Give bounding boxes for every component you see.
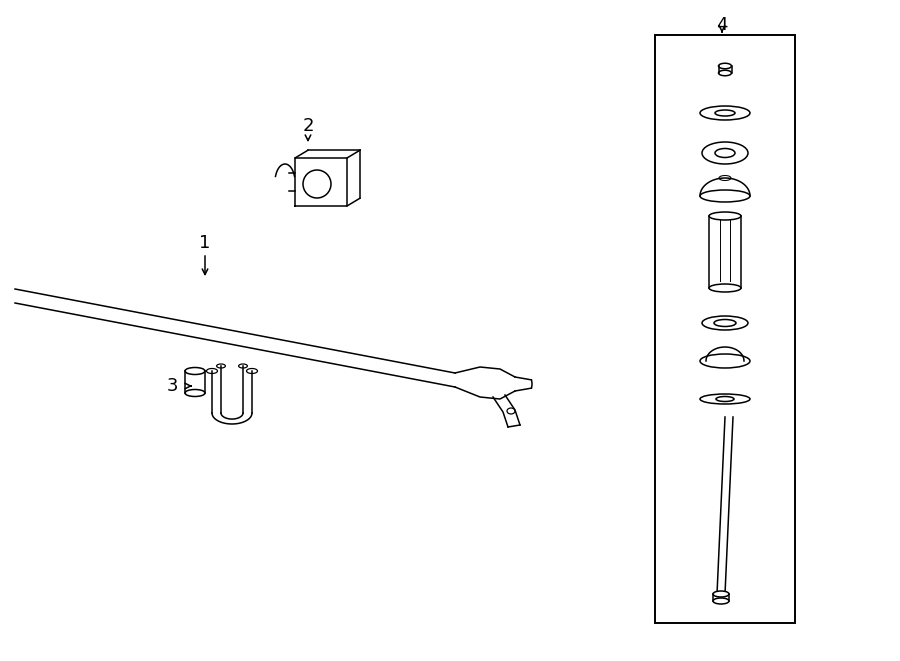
Text: 2: 2 [302, 117, 314, 135]
Text: 3: 3 [166, 377, 178, 395]
Bar [655, 35, 795, 623]
Text: 4: 4 [716, 16, 728, 34]
Text: 1: 1 [199, 234, 211, 252]
Ellipse shape [713, 591, 729, 597]
